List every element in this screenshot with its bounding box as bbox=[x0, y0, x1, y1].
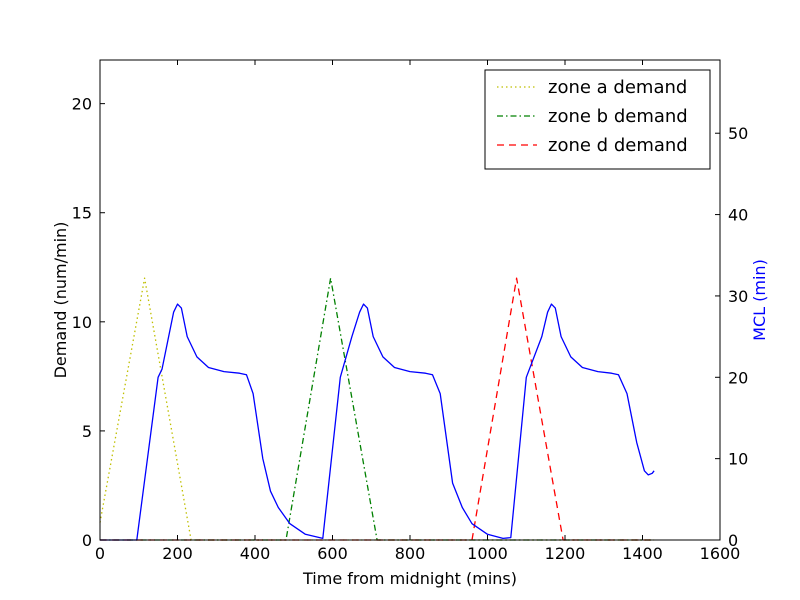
y-tick-label: 20 bbox=[72, 95, 92, 114]
y-tick-label: 10 bbox=[72, 313, 92, 332]
mcl-line bbox=[100, 303, 655, 541]
legend-label: zone d demand bbox=[548, 135, 688, 156]
legend-box bbox=[484, 69, 711, 170]
x-tick-label: 600 bbox=[317, 544, 348, 563]
y2-axis-title: MCL (min) bbox=[750, 259, 769, 341]
x-tick-label: 1400 bbox=[622, 544, 663, 563]
y2-tick-label: 10 bbox=[728, 450, 748, 469]
axes: 0 200 400 600 800 1000 1200 1400 160005101520010… bbox=[72, 59, 748, 563]
x-tick-label: 800 bbox=[395, 544, 426, 563]
x-tick-label: 1000 bbox=[467, 544, 508, 563]
y2-tick-label: 50 bbox=[728, 124, 748, 143]
y-axis-title: Demand (num/min) bbox=[51, 222, 70, 379]
x-tick-label: 400 bbox=[240, 544, 271, 563]
y-tick-label: 0 bbox=[82, 531, 92, 550]
legend-label: zone b demand bbox=[548, 106, 688, 127]
y2-tick-label: 0 bbox=[728, 531, 738, 550]
x-tick-label: 200 bbox=[162, 544, 193, 563]
x-tick-label: 1200 bbox=[545, 544, 586, 563]
y2-tick-label: 30 bbox=[728, 287, 748, 306]
x-axis-title: Time from midnight (mins) bbox=[302, 569, 517, 588]
x-tick-label: 1600 bbox=[700, 544, 741, 563]
y2-tick-label: 20 bbox=[728, 368, 748, 387]
y-tick-label: 15 bbox=[72, 204, 92, 223]
zone-d-demand-line bbox=[100, 277, 655, 541]
legend: zone a demand zone b demand zone d demand bbox=[484, 69, 711, 170]
x-tick-label: 0 bbox=[95, 544, 105, 563]
y2-tick-label: 40 bbox=[728, 206, 748, 225]
legend-label: zone a demand bbox=[548, 77, 687, 98]
y-tick-label: 5 bbox=[82, 422, 92, 441]
